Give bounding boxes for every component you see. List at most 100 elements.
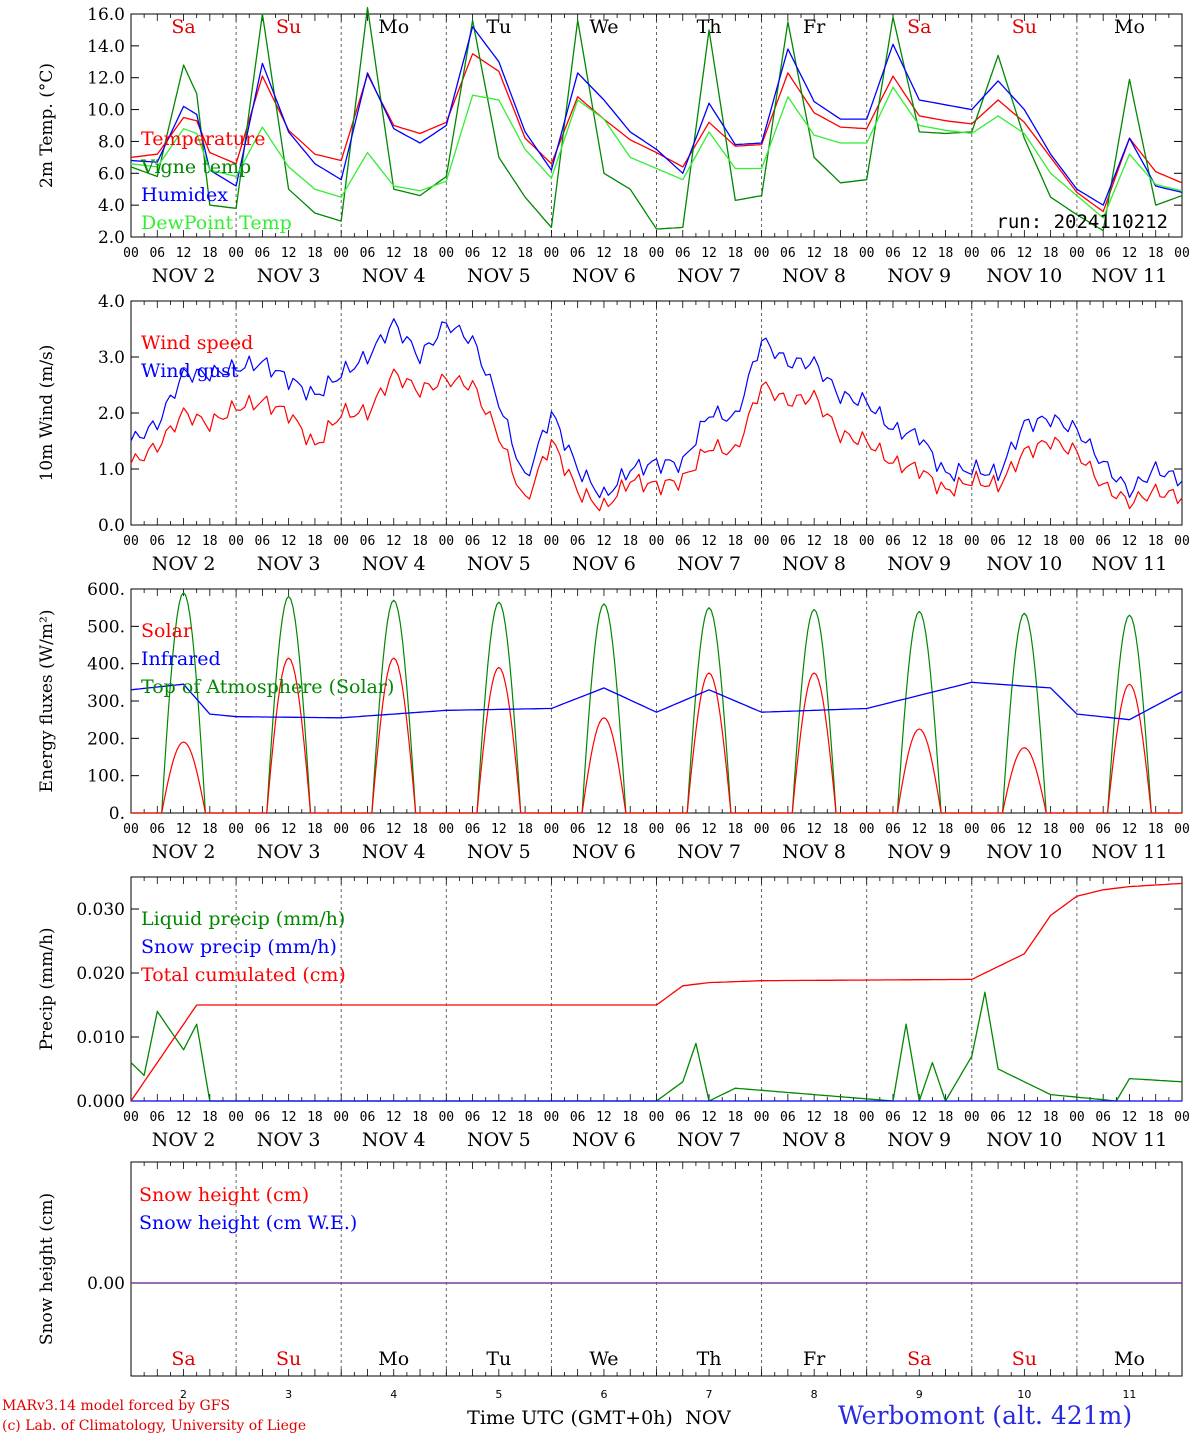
hour-tick-label: 06 [885,822,901,837]
day-number-label: 9 [916,1388,923,1401]
date-label: NOV 3 [257,841,321,863]
hour-tick-label: 12 [491,246,507,261]
weekday-label: Tu [486,16,511,38]
y-tick-label: 16.0 [87,5,125,25]
date-label: NOV 7 [677,265,741,287]
hour-tick-label: 18 [727,1110,743,1125]
y-tick-label: 0.00 [87,1274,125,1294]
hour-tick-label: 12 [911,822,927,837]
hour-tick-label: 18 [1043,822,1059,837]
hour-tick-label: 18 [517,534,533,549]
day-number-label: 3 [285,1388,292,1401]
date-label: NOV 5 [467,841,531,863]
series-line-temperature [130,53,1183,213]
hour-tick-label: 12 [806,822,822,837]
hour-tick-label: 00 [1174,1110,1190,1125]
y-axis-label: 2m Temp. (°C) [37,63,57,188]
hour-tick-label: 06 [465,1110,481,1125]
weekday-label: Sa [907,1348,931,1370]
hour-tick-label: 06 [1095,534,1111,549]
day-number-label: 6 [600,1388,607,1401]
hour-tick-label: 00 [649,246,665,261]
weekday-label: Su [276,16,301,38]
hour-tick-label: 06 [675,534,691,549]
hour-tick-label: 00 [228,1110,244,1125]
hour-tick-label: 00 [333,822,349,837]
hour-tick-label: 06 [570,534,586,549]
legend-entry: Wind gust [141,360,239,382]
hour-tick-label: 12 [176,822,192,837]
hour-tick-label: 06 [780,822,796,837]
hour-tick-label: 12 [386,534,402,549]
date-label: NOV 11 [1092,553,1168,575]
hour-tick-label: 06 [255,534,271,549]
hour-tick-label: 12 [1017,1110,1033,1125]
hour-tick-label: 00 [1174,822,1190,837]
series-line-total-cumulated-cm- [130,882,1183,1102]
hour-tick-label: 06 [465,534,481,549]
hour-tick-label: 18 [1148,246,1164,261]
hour-tick-label: 06 [885,534,901,549]
x-axis-month: NOV [685,1407,731,1429]
legend-entry: Snow height (cm W.E.) [139,1212,357,1234]
y-tick-label: 0. [109,804,125,824]
y-tick-label: 14.0 [87,37,125,57]
hour-tick-label: 00 [544,822,560,837]
hour-tick-label: 00 [964,534,980,549]
hour-tick-label: 18 [307,534,323,549]
y-axis-label: Snow height (cm) [37,1193,57,1345]
station-name: Werbomont (alt. 421m) [838,1401,1133,1430]
series-line-solar [131,657,1182,814]
hour-tick-label: 18 [727,534,743,549]
run-label: run: 2024110212 [996,211,1168,233]
hour-tick-label: 12 [701,822,717,837]
hour-tick-label: 06 [570,822,586,837]
y-tick-label: 0.0 [98,516,125,536]
hour-tick-label: 00 [859,1110,875,1125]
hour-tick-label: 18 [517,822,533,837]
x-axis-label: Time UTC (GMT+0h) [467,1407,673,1429]
date-label: NOV 2 [152,1129,216,1151]
series-line-wind-speed [130,368,1183,512]
hour-tick-label: 00 [1069,1110,1085,1125]
hour-tick-label: 00 [544,1110,560,1125]
series-line-infrared [130,681,1183,721]
hour-tick-label: 18 [1043,1110,1059,1125]
hour-tick-label: 12 [1017,534,1033,549]
panel-frame-1 [130,13,1183,238]
hour-tick-label: 18 [412,246,428,261]
hour-tick-label: 12 [386,822,402,837]
day-number-label: 11 [1122,1388,1136,1401]
hour-tick-label: 06 [990,1110,1006,1125]
date-label: NOV 7 [677,1129,741,1151]
hour-tick-label: 00 [1069,246,1085,261]
y-tick-label: 400. [87,655,125,675]
hour-tick-label: 18 [202,534,218,549]
date-label: NOV 10 [986,1129,1062,1151]
hour-tick-label: 06 [990,822,1006,837]
day-number-label: 7 [706,1388,713,1401]
hour-tick-label: 12 [491,534,507,549]
date-label: NOV 3 [257,553,321,575]
y-tick-label: 300. [87,692,125,712]
hour-tick-label: 00 [1174,534,1190,549]
hour-tick-label: 00 [754,534,770,549]
date-label: NOV 6 [572,1129,636,1151]
hour-tick-label: 18 [1148,1110,1164,1125]
hour-tick-label: 12 [386,1110,402,1125]
hour-tick-label: 12 [701,534,717,549]
legend-entry: Wind speed [141,332,253,354]
date-label: NOV 9 [887,553,951,575]
hour-tick-label: 18 [517,246,533,261]
y-axis-label: Precip (mm/h) [37,927,57,1050]
hour-tick-label: 06 [149,822,165,837]
hour-tick-label: 12 [176,534,192,549]
hour-tick-label: 12 [1017,822,1033,837]
y-tick-label: 600. [87,580,125,600]
y-tick-label: 0.010 [76,1028,125,1048]
hour-tick-label: 06 [570,1110,586,1125]
date-label: NOV 2 [152,553,216,575]
date-label: NOV 6 [572,265,636,287]
hour-tick-label: 18 [727,246,743,261]
